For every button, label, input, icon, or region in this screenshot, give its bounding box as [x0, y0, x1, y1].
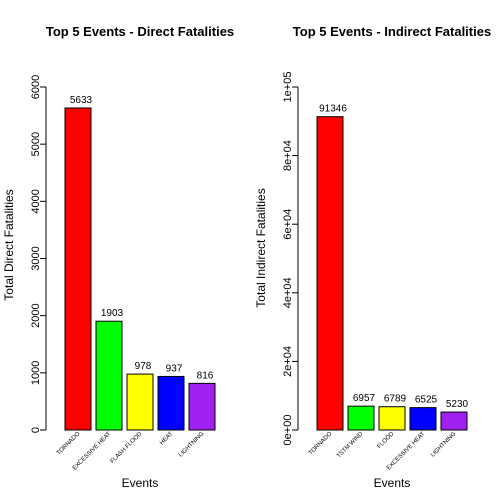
data-label: 937 — [166, 363, 183, 374]
y-tick-label: 4000 — [30, 189, 42, 213]
y-tick-label: 0 — [30, 427, 42, 433]
y-ticks: 0e+00 2e+04 4e+04 6e+04 8e+04 1e+05 — [282, 72, 298, 446]
x-axis-label: Events — [374, 476, 411, 490]
data-label: 6957 — [353, 393, 376, 404]
y-tick-label: 3000 — [30, 246, 42, 270]
data-label: 6525 — [415, 395, 438, 406]
data-label: 1903 — [101, 308, 124, 319]
bar — [347, 405, 375, 431]
data-label: 816 — [197, 370, 214, 381]
y-axis-label: Total Indirect Fatalities — [254, 188, 268, 307]
x-axis-label: Events — [122, 476, 159, 490]
bar — [316, 116, 344, 431]
y-tick-label: 6000 — [30, 75, 42, 99]
data-label: 91346 — [319, 104, 347, 115]
bar — [188, 382, 216, 431]
category-label: LIGHTNING — [178, 431, 206, 459]
y-tick-label: 2000 — [30, 303, 42, 327]
category-label: HEAT — [159, 431, 174, 446]
bar — [126, 373, 154, 431]
chart-indirect-fatalities: Top 5 Events - Indirect Fatalities Total… — [254, 24, 491, 490]
bar — [157, 375, 185, 431]
data-label: 6789 — [384, 394, 407, 405]
y-axis-label: Total Direct Fatalities — [2, 189, 16, 300]
bar — [440, 411, 468, 431]
y-ticks: 0 1000 2000 3000 4000 5000 6000 — [30, 75, 46, 433]
chart-title: Top 5 Events - Direct Fatalities — [46, 24, 234, 39]
y-tick-label: 8e+04 — [282, 140, 294, 171]
bar — [409, 407, 437, 431]
chart-direct-fatalities: Top 5 Events - Direct Fatalities Total D… — [2, 24, 234, 490]
category-label: TSTM WIND — [336, 431, 365, 460]
chart-title: Top 5 Events - Indirect Fatalities — [293, 24, 491, 39]
y-tick-label: 4e+04 — [282, 277, 294, 308]
y-tick-label: 5000 — [30, 132, 42, 156]
bar — [64, 107, 92, 431]
y-tick-label: 0e+00 — [282, 415, 294, 446]
category-label: TORNADO — [56, 431, 82, 457]
category-label: FLOOD — [377, 431, 396, 450]
y-tick-label: 2e+04 — [282, 346, 294, 377]
category-label: FLASH FLOOD — [110, 431, 144, 465]
bar — [378, 406, 406, 431]
category-label: TORNADO — [308, 431, 334, 457]
data-label: 5230 — [446, 399, 469, 410]
bar — [95, 320, 123, 431]
y-tick-label: 1000 — [30, 361, 42, 385]
y-tick-label: 1e+05 — [282, 72, 294, 103]
data-label: 5633 — [70, 95, 93, 106]
data-label: 978 — [135, 361, 152, 372]
category-label: LIGHTNING — [430, 431, 458, 459]
y-tick-label: 6e+04 — [282, 209, 294, 240]
